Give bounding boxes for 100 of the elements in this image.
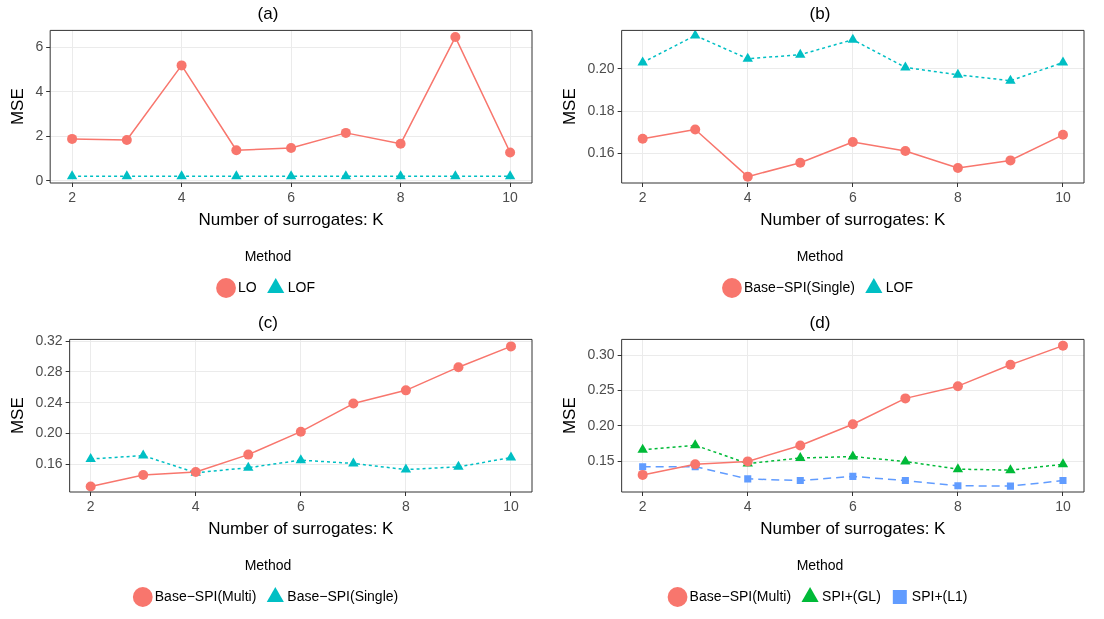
- x-tick-label: 2: [638, 498, 647, 515]
- point: [690, 30, 701, 39]
- point: [742, 171, 753, 182]
- legend-title: Method: [796, 557, 844, 574]
- point: [637, 133, 648, 144]
- legend-label: Base−SPI(Multi): [689, 587, 792, 604]
- point: [231, 170, 242, 180]
- x-tick-label: 6: [848, 189, 857, 206]
- y-tick-label: 4: [35, 82, 44, 99]
- y-axis-title: MSE: [559, 88, 579, 126]
- y-axis-title: MSE: [7, 397, 27, 435]
- x-tick-label: 8: [402, 498, 411, 515]
- legend-label: Base−SPI(Single): [743, 278, 855, 295]
- point: [847, 33, 859, 43]
- y-tick-label: 0.24: [35, 393, 63, 410]
- x-axis-title: Number of surrogates: K: [760, 518, 947, 538]
- point: [121, 170, 133, 180]
- point: [952, 162, 963, 173]
- x-tick-label: 10: [503, 498, 519, 515]
- point: [505, 451, 517, 461]
- point: [231, 145, 242, 156]
- point: [243, 449, 254, 460]
- point: [1005, 359, 1016, 370]
- point: [340, 170, 352, 180]
- x-tick-label: 10: [502, 189, 519, 206]
- y-tick-label: 0.18: [587, 102, 615, 118]
- y-tick-label: 0.28: [35, 362, 63, 379]
- x-tick-label: 8: [954, 498, 963, 515]
- point: [795, 157, 806, 168]
- y-tick-label: 2: [35, 127, 44, 144]
- point: [1006, 482, 1014, 490]
- legend-title: Method: [244, 248, 292, 265]
- y-tick-label: 0: [35, 171, 44, 188]
- legend-label: LOF: [287, 278, 315, 295]
- point: [348, 398, 359, 409]
- legend-label: SPI+(GL): [822, 587, 881, 604]
- point: [453, 362, 464, 373]
- point: [637, 443, 648, 453]
- point: [1057, 458, 1069, 468]
- point: [1059, 477, 1067, 485]
- y-tick-label: 0.20: [587, 59, 615, 76]
- x-tick-label: 8: [954, 189, 963, 206]
- chart-title: (c): [258, 312, 278, 332]
- x-tick-label: 8: [396, 189, 405, 206]
- legend-label: Base−SPI(Single): [287, 587, 399, 604]
- point: [286, 143, 297, 154]
- point: [637, 56, 648, 66]
- point: [67, 133, 78, 144]
- x-axis-title: Number of surrogates: K: [208, 518, 395, 538]
- point: [744, 475, 752, 483]
- y-tick-label: 0.20: [587, 416, 615, 433]
- point: [742, 52, 753, 62]
- point: [450, 32, 461, 43]
- point: [295, 454, 307, 464]
- chart-title: (a): [257, 3, 279, 23]
- point: [504, 170, 516, 180]
- x-tick-label: 2: [86, 498, 95, 515]
- point: [1005, 74, 1016, 84]
- point: [121, 135, 132, 146]
- point: [138, 470, 149, 481]
- x-tick-label: 6: [848, 498, 857, 515]
- x-tick-label: 2: [638, 189, 647, 206]
- y-tick-label: 0.16: [35, 455, 63, 472]
- x-tick-label: 6: [287, 189, 296, 206]
- legend-title: Method: [796, 248, 844, 265]
- point: [176, 60, 187, 71]
- point: [690, 459, 701, 470]
- point: [637, 469, 648, 480]
- x-tick-label: 4: [743, 189, 752, 206]
- point: [1005, 155, 1016, 166]
- point: [639, 463, 647, 471]
- point: [395, 170, 406, 180]
- point: [138, 449, 149, 459]
- point: [1005, 464, 1016, 474]
- point: [295, 426, 306, 437]
- point: [690, 124, 701, 135]
- point: [795, 452, 806, 461]
- y-tick-label: 0.15: [587, 452, 615, 469]
- point: [1057, 340, 1068, 351]
- x-tick-label: 4: [743, 498, 752, 515]
- point: [847, 137, 858, 147]
- point: [453, 460, 464, 470]
- x-tick-label: 10: [1055, 189, 1071, 206]
- point: [340, 127, 351, 138]
- y-axis-title: MSE: [559, 397, 579, 435]
- point: [795, 48, 806, 58]
- legend-label: LOF: [885, 278, 914, 295]
- point: [66, 170, 78, 180]
- point: [395, 138, 406, 149]
- point: [849, 472, 857, 480]
- y-tick-label: 0.16: [587, 144, 615, 161]
- point: [952, 381, 963, 392]
- y-tick-label: 0.25: [587, 381, 615, 398]
- x-axis-title: Number of surrogates: K: [198, 209, 385, 229]
- point: [901, 477, 909, 485]
- point: [795, 440, 806, 451]
- y-tick-label: 0.32: [35, 332, 63, 349]
- point: [85, 452, 96, 462]
- x-tick-label: 4: [177, 189, 186, 206]
- point: [505, 147, 516, 158]
